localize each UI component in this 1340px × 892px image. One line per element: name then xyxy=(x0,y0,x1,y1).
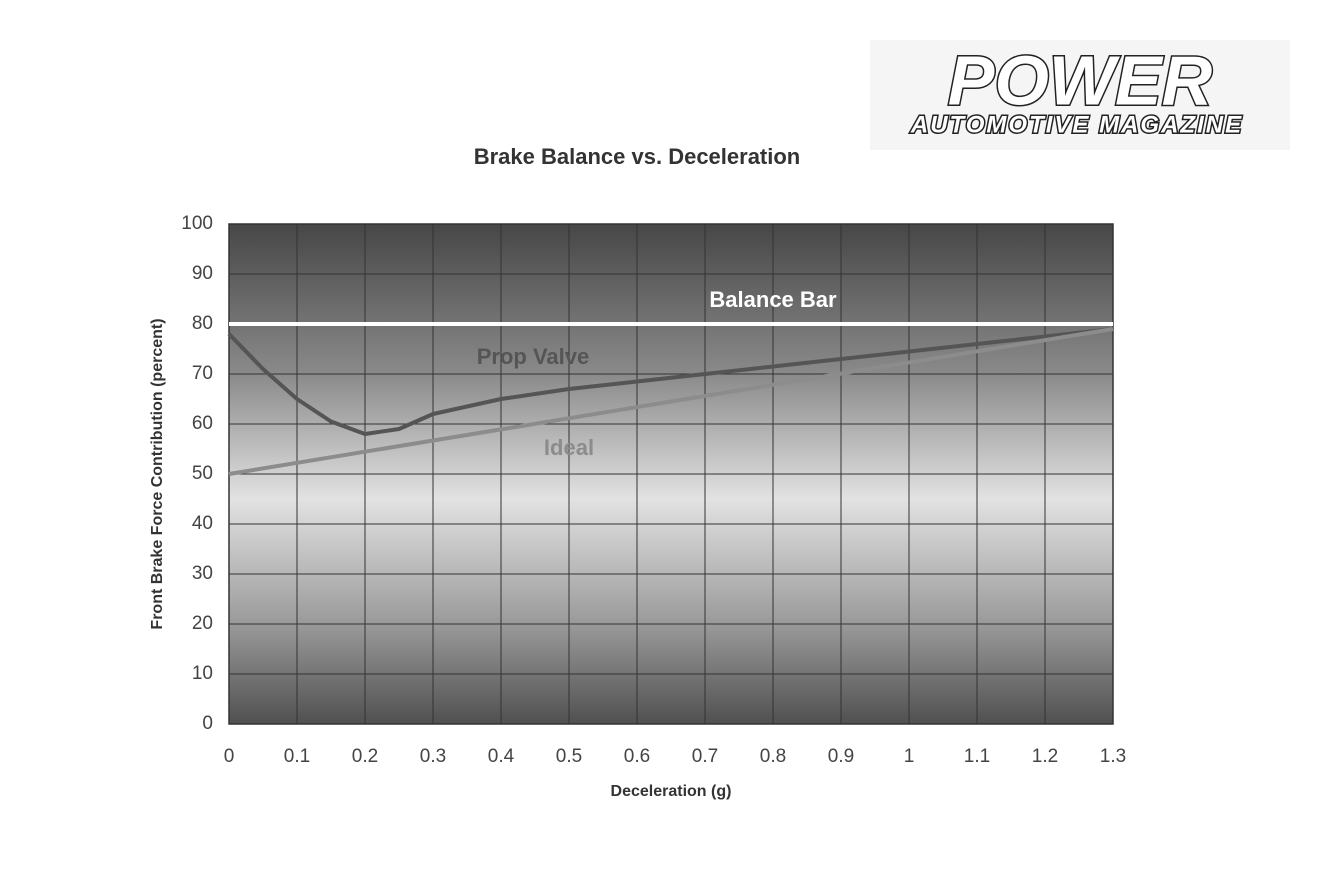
x-tick-label: 0.6 xyxy=(624,746,650,767)
logo-title: POWER xyxy=(948,41,1213,119)
y-tick-label: 60 xyxy=(192,413,213,434)
x-tick-label: 0.1 xyxy=(284,746,310,767)
x-tick-label: 0.4 xyxy=(488,746,515,767)
x-tick-label: 0.5 xyxy=(556,746,582,767)
y-tick-label: 90 xyxy=(192,263,213,284)
logo-subtitle: AUTOMOTIVE MAGAZINE xyxy=(910,111,1243,138)
y-tick-label: 70 xyxy=(192,363,213,384)
series-label: Prop Valve xyxy=(477,344,590,369)
y-tick-label: 80 xyxy=(192,313,213,334)
y-tick-label: 10 xyxy=(192,663,213,684)
x-tick-label: 0.3 xyxy=(420,746,446,767)
x-tick-label: 1.2 xyxy=(1032,746,1058,767)
x-tick-label: 1 xyxy=(904,746,915,767)
x-tick-label: 0.2 xyxy=(352,746,378,767)
series-line xyxy=(228,327,1114,476)
logo: POWER AUTOMOTIVE MAGAZINE xyxy=(870,40,1290,150)
x-tick-label: 0.7 xyxy=(692,746,718,767)
x-tick-label: 1.1 xyxy=(964,746,990,767)
series-line xyxy=(227,327,1114,436)
x-tick-label: 0.8 xyxy=(760,746,786,767)
y-tick-label: 100 xyxy=(181,213,213,234)
logo-shadow xyxy=(870,40,1290,150)
series-label: Ideal xyxy=(544,435,594,460)
x-tick-label: 1.3 xyxy=(1100,746,1126,767)
y-tick-label: 40 xyxy=(192,513,213,534)
x-tick-label: 0 xyxy=(224,746,235,767)
y-tick-label: 30 xyxy=(192,563,213,584)
y-tick-label: 50 xyxy=(192,463,213,484)
chart-title: Brake Balance vs. Deceleration xyxy=(474,144,801,169)
y-axis-label: Front Brake Force Contribution (percent) xyxy=(149,318,166,629)
x-axis-label: Deceleration (g) xyxy=(611,783,732,800)
series-label: Balance Bar xyxy=(709,287,837,312)
y-tick-label: 20 xyxy=(192,613,213,634)
y-tick-label: 0 xyxy=(202,713,213,734)
x-tick-label: 0.9 xyxy=(828,746,854,767)
